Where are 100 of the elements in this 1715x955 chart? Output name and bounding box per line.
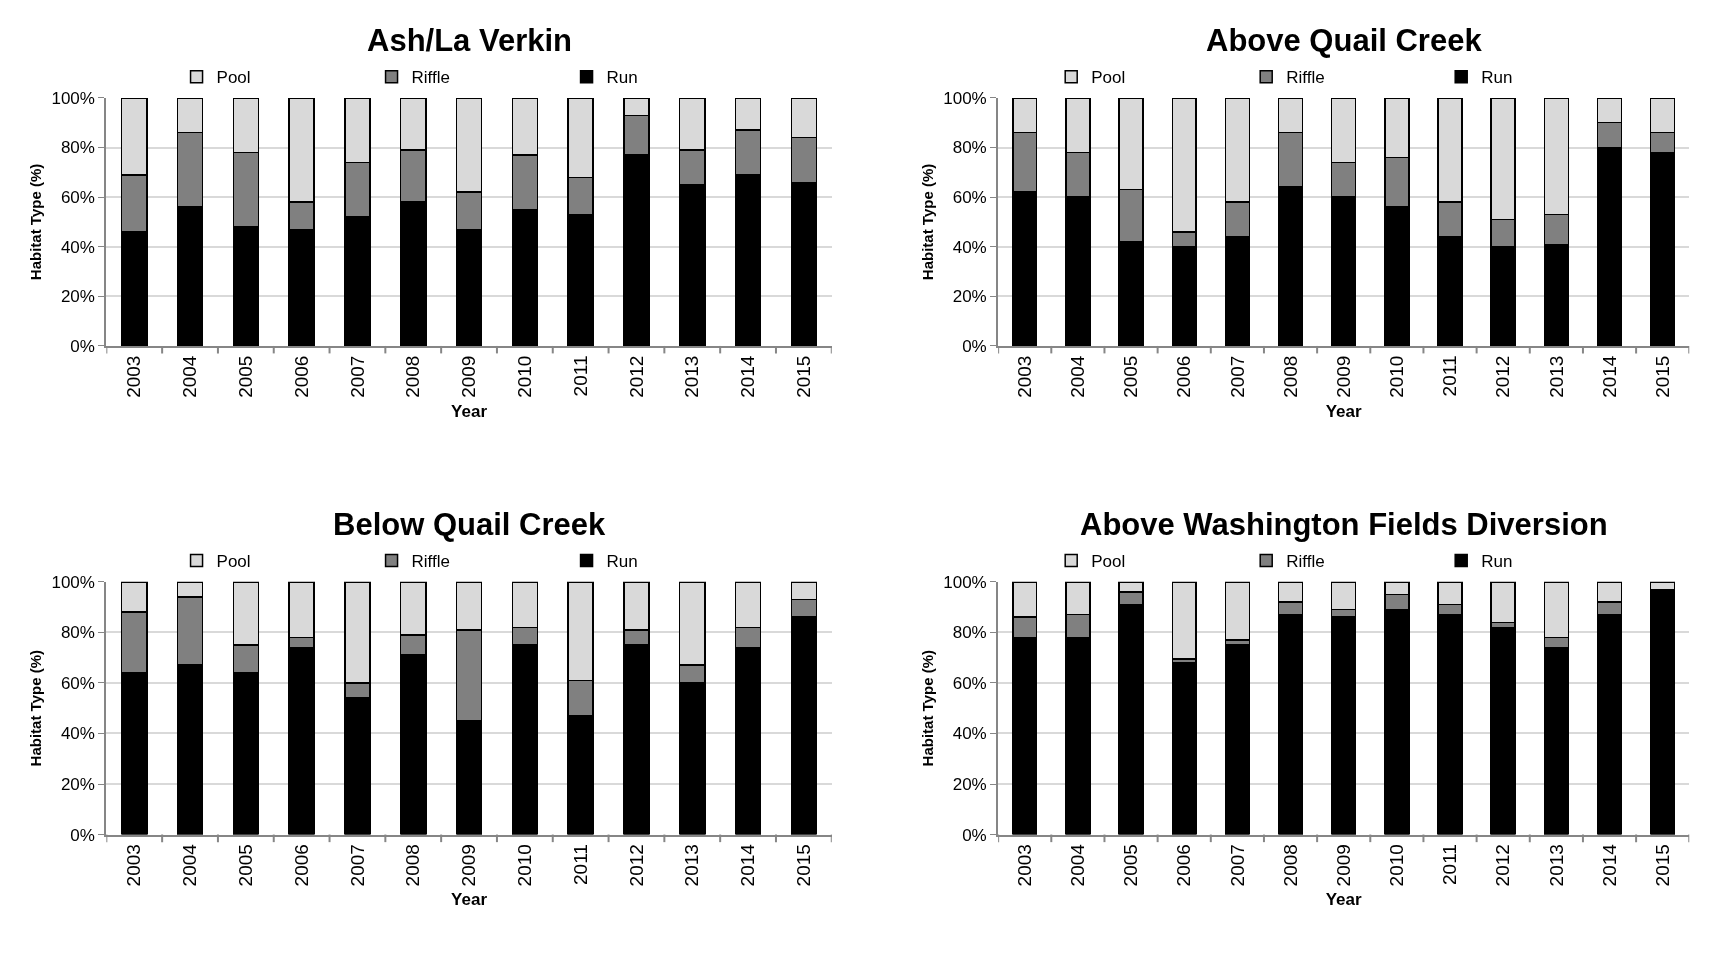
x-tick-label: 2015	[1651, 844, 1673, 887]
y-tick-label: 40%	[60, 237, 95, 257]
y-tick-label: 40%	[60, 724, 95, 744]
x-tick-label: 2009	[1332, 844, 1354, 887]
x-tick-label: 2014	[1598, 355, 1620, 398]
x-tick-label: 2006	[290, 844, 312, 887]
legend-label: Run	[606, 552, 638, 572]
legend-label: Riffle	[411, 552, 450, 572]
x-tick-label: 2008	[402, 355, 424, 398]
legend-label: Run	[1481, 68, 1513, 88]
bar	[1490, 581, 1516, 624]
x-tick-label: 2006	[1173, 355, 1195, 398]
x-tick-label: 2013	[681, 355, 703, 398]
x-tick-label: 2004	[179, 355, 201, 398]
x-tick-label: 2011	[1439, 844, 1461, 886]
y-tick-label: 80%	[952, 138, 987, 158]
y-tick-label: 100%	[943, 572, 987, 592]
bar	[1171, 661, 1197, 835]
x-tick-label: 2007	[346, 844, 368, 887]
x-tick-label: 2009	[458, 355, 480, 398]
x-tick-label: 2014	[1598, 843, 1620, 887]
y-tick-label: 100%	[943, 88, 987, 108]
x-axis-title: Year	[451, 890, 488, 910]
x-axis-title: Year	[1325, 890, 1363, 910]
x-tick-label: 2011	[569, 844, 591, 886]
x-tick-label: 2010	[1386, 355, 1408, 398]
x-tick-label: 2015	[793, 355, 815, 398]
y-tick-label: 80%	[952, 623, 987, 643]
y-tick-label: 0%	[70, 336, 95, 356]
x-tick-label: 2009	[458, 844, 480, 887]
x-tick-label: 2009	[1332, 355, 1354, 398]
chart-title: Below Quail Creek	[333, 507, 606, 542]
x-tick-label: 2014	[737, 843, 759, 887]
y-tick-label: 20%	[952, 774, 987, 794]
x-axis-title: Year	[1325, 401, 1363, 421]
y-tick-label: 40%	[952, 237, 987, 257]
legend-label: Pool	[216, 552, 251, 572]
x-tick-label: 2012	[625, 844, 647, 887]
x-tick-label: 2008	[1279, 355, 1301, 398]
y-tick-label: 60%	[952, 188, 987, 208]
y-tick-label: 60%	[952, 673, 987, 693]
legend-label: Pool	[1091, 68, 1126, 88]
x-tick-label: 2005	[1120, 355, 1142, 398]
bar	[1224, 644, 1251, 835]
x-tick-label: 2013	[681, 844, 703, 887]
legend-label: Pool	[216, 68, 251, 88]
x-tick-label: 2010	[514, 844, 536, 887]
x-tick-label: 2010	[1386, 844, 1408, 887]
x-tick-label: 2004	[179, 843, 201, 887]
y-tick-label: 100%	[51, 88, 95, 108]
x-tick-label: 2004	[1067, 355, 1089, 398]
legend-label: Riffle	[1286, 68, 1325, 88]
y-tick-label: 0%	[70, 825, 95, 845]
y-tick-label: 20%	[952, 287, 987, 307]
y-axis-title: Habitat Type (%)	[27, 649, 45, 767]
legend-label: Run	[606, 68, 638, 88]
x-tick-label: 2003	[123, 844, 145, 887]
x-tick-label: 2006	[1173, 844, 1195, 887]
chart-title: Above Quail Creek	[1206, 23, 1483, 58]
x-axis-title: Year	[451, 401, 488, 421]
y-tick-label: 60%	[60, 673, 95, 693]
y-axis-title: Habitat Type (%)	[919, 163, 936, 281]
y-tick-label: 20%	[60, 287, 95, 307]
x-tick-label: 2012	[625, 355, 647, 398]
x-tick-label: 2007	[346, 355, 368, 398]
x-tick-label: 2014	[737, 355, 759, 398]
x-tick-label: 2015	[1651, 355, 1673, 398]
x-tick-label: 2008	[402, 844, 424, 887]
y-tick-label: 0%	[962, 336, 987, 356]
legend-label: Pool	[1091, 552, 1126, 572]
x-tick-label: 2005	[235, 844, 257, 887]
x-tick-label: 2012	[1492, 844, 1514, 887]
x-tick-label: 2011	[569, 355, 591, 397]
x-tick-label: 2005	[1120, 844, 1142, 887]
x-tick-label: 2006	[290, 355, 312, 398]
y-axis-title: Habitat Type (%)	[919, 649, 936, 767]
y-tick-label: 100%	[51, 572, 95, 592]
legend-label: Run	[1481, 552, 1513, 572]
bar	[1490, 626, 1516, 835]
y-tick-label: 60%	[60, 188, 95, 208]
x-tick-label: 2012	[1492, 355, 1514, 398]
x-tick-label: 2007	[1226, 844, 1248, 887]
chart-title: Ash/La Verkin	[367, 23, 573, 58]
legend-label: Riffle	[1286, 552, 1325, 572]
x-tick-label: 2003	[1013, 844, 1035, 887]
y-tick-label: 40%	[952, 724, 987, 744]
x-tick-label: 2010	[514, 355, 536, 398]
y-tick-label: 80%	[60, 623, 95, 643]
x-tick-label: 2015	[793, 844, 815, 887]
x-tick-label: 2004	[1067, 843, 1089, 887]
x-tick-label: 2007	[1226, 355, 1248, 398]
y-axis-title: Habitat Type (%)	[27, 163, 45, 281]
x-tick-label: 2003	[123, 355, 145, 398]
x-tick-label: 2013	[1545, 844, 1567, 887]
chart-title: Above Washington Fields Diversion	[1080, 507, 1608, 542]
x-tick-label: 2003	[1013, 355, 1035, 398]
y-tick-label: 80%	[60, 138, 95, 158]
x-tick-label: 2011	[1439, 355, 1461, 397]
y-tick-label: 20%	[60, 774, 95, 794]
y-tick-label: 0%	[962, 825, 987, 845]
